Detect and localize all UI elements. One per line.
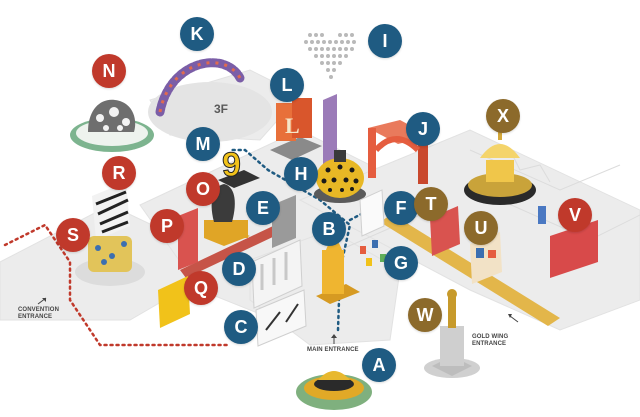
marker-e[interactable]: E [246, 191, 280, 225]
gold-walkway [380, 214, 560, 326]
convention-arrow-icon [37, 297, 47, 305]
love-sculpture: L [270, 98, 322, 160]
marker-i[interactable]: I [368, 24, 402, 58]
dark-sculpture [204, 184, 250, 246]
marker-g[interactable]: G [384, 246, 418, 280]
marker-o[interactable]: O [186, 172, 220, 206]
convention-entrance-line2: ENTRANCE [18, 314, 53, 320]
upper-floor-platform [148, 82, 272, 142]
marker-u[interactable]: U [464, 211, 498, 245]
marker-w[interactable]: W [408, 298, 442, 332]
marker-p[interactable]: P [150, 209, 184, 243]
gold-statue [424, 289, 480, 378]
dot-heart-artwork [304, 33, 356, 79]
gold-wing-line1: GOLD WING [472, 334, 509, 340]
gold-wing-entrance-label: GOLD WING ENTRANCE [472, 334, 508, 348]
marker-x[interactable]: X [486, 99, 520, 133]
zebra-panel-artwork [92, 182, 130, 240]
convention-entrance-line1: CONVENTION [18, 307, 60, 313]
marker-d[interactable]: D [222, 252, 256, 286]
marker-s[interactable]: S [56, 218, 90, 252]
marker-t[interactable]: T [414, 187, 448, 221]
convention-route [3, 223, 232, 347]
golden-carousel [464, 130, 536, 205]
marker-l[interactable]: L [270, 68, 304, 102]
yellow-panel-artwork [158, 276, 190, 328]
color-block-panel [470, 232, 502, 284]
patterned-chair-artwork [75, 236, 145, 286]
number-nine-artwork: 9 [218, 146, 260, 188]
gold-wing-arrow-icon [508, 314, 519, 323]
marker-k[interactable]: K [180, 17, 214, 51]
marker-q[interactable]: Q [184, 271, 218, 305]
marker-r[interactable]: R [102, 156, 136, 190]
red-texture-panel [550, 220, 598, 278]
marker-h[interactable]: H [284, 157, 318, 191]
marker-b[interactable]: B [312, 212, 346, 246]
svg-text:9: 9 [222, 146, 241, 184]
white-panel-artwork [359, 189, 385, 237]
marker-f[interactable]: F [384, 191, 418, 225]
gold-wing-line2: ENTRANCE [472, 341, 507, 347]
marker-m[interactable]: M [186, 127, 220, 161]
marker-j[interactable]: J [406, 112, 440, 146]
main-entrance-label: MAIN ENTRANCE [307, 347, 359, 353]
marker-n[interactable]: N [92, 54, 126, 88]
floor-level-label: 3F [214, 102, 229, 116]
golden-fountain [296, 371, 372, 410]
framed-works [251, 239, 303, 309]
red-walkway [180, 218, 296, 278]
marker-a[interactable]: A [362, 348, 396, 382]
purple-column [323, 94, 337, 166]
print-works [255, 289, 307, 347]
marker-c[interactable]: C [224, 310, 258, 344]
blue-figure [538, 206, 546, 224]
pumpkin-sculpture [314, 150, 366, 203]
main-entrance-arrow-icon [331, 334, 337, 344]
svg-text:L: L [285, 113, 300, 138]
colorful-pieces [360, 240, 386, 266]
convention-entrance-label: CONVENTION ENTRANCE [18, 307, 59, 321]
marker-v[interactable]: V [558, 198, 592, 232]
